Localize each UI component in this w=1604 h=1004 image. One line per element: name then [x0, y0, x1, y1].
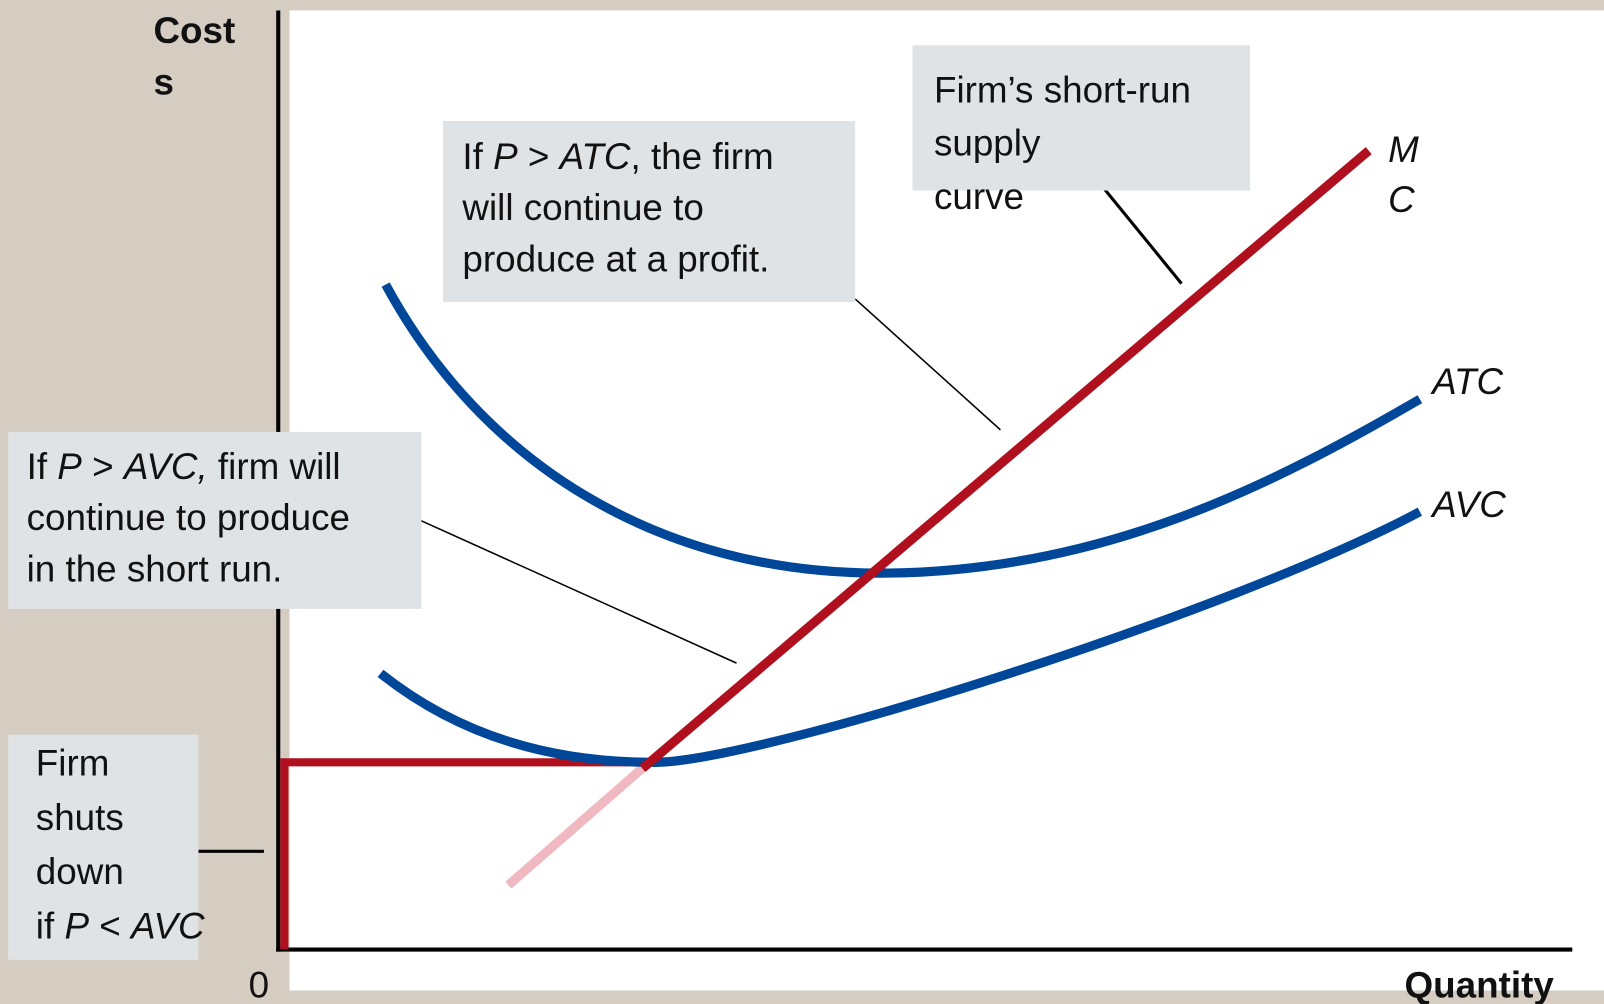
annotation-text: >: [82, 446, 124, 487]
leader-line: [854, 298, 1001, 431]
annotation-line: Firm’s short-run: [934, 70, 1191, 111]
annotation-text: P: [57, 446, 82, 487]
annotation-text: AVC: [129, 905, 205, 946]
leader-line: [419, 519, 737, 664]
annotation-line: produce at a profit.: [462, 238, 769, 279]
shutdown-segment: [280, 758, 645, 950]
origin-label: 0: [249, 965, 269, 1004]
annotation-line: Firm: [36, 743, 110, 784]
annotation-line: will continue to: [461, 187, 703, 228]
avc-curve: [377, 507, 1423, 767]
atc-curve: [381, 282, 1423, 578]
y-axis-label: s: [153, 61, 173, 102]
annotation-box: [8, 431, 422, 609]
annotation-text: if: [36, 905, 65, 946]
annotation-text: firm will: [208, 446, 341, 487]
curve-label: ATC: [1430, 361, 1503, 402]
y-axis-label: Cost: [153, 10, 235, 51]
annotation-box: [8, 734, 199, 960]
annotation-text: AVC,: [122, 446, 208, 487]
annotation-line: supply: [934, 123, 1041, 164]
annotation-box: [912, 45, 1251, 191]
annotation-line: if P < AVC: [36, 905, 205, 946]
annotation-text: <: [89, 905, 131, 946]
annotation-box: [442, 120, 856, 303]
annotation-text: continue to produce: [27, 497, 350, 538]
annotation-text: in the short run.: [27, 548, 283, 589]
annotation-line: shuts: [36, 797, 124, 838]
annotation-line: curve: [934, 176, 1024, 217]
annotation-text: Firm’s short-run: [934, 70, 1191, 111]
annotation-line: in the short run.: [27, 548, 283, 589]
annotation-text: If: [27, 446, 58, 487]
annotation-line: continue to produce: [27, 497, 350, 538]
curve-label: M: [1388, 129, 1419, 170]
leader-line: [1103, 188, 1183, 285]
x-axis-label: Quantity: [1405, 965, 1555, 1004]
annotation-text: >: [518, 136, 560, 177]
annotation-line: If P > AVC, firm will: [27, 446, 341, 487]
annotation-text: shuts: [36, 797, 124, 838]
annotation-text: P: [64, 905, 89, 946]
annotation-text: will continue to: [461, 187, 703, 228]
curve-label: C: [1388, 179, 1415, 220]
annotation-text: ATC: [558, 136, 631, 177]
annotation-line: If P > ATC, the firm: [462, 136, 773, 177]
annotation-text: down: [36, 851, 124, 892]
annotation-text: , the firm: [631, 136, 774, 177]
annotation-text: If: [462, 136, 493, 177]
curve-label: AVC: [1430, 484, 1506, 525]
annotation-text: Firm: [36, 743, 110, 784]
mc-lower: [505, 762, 648, 889]
annotation-line: down: [36, 851, 124, 892]
mc-curve: [639, 147, 1372, 772]
annotation-text: P: [493, 136, 518, 177]
annotation-text: produce at a profit.: [462, 238, 769, 279]
annotation-text: curve: [934, 176, 1024, 217]
annotation-text: supply: [934, 123, 1041, 164]
